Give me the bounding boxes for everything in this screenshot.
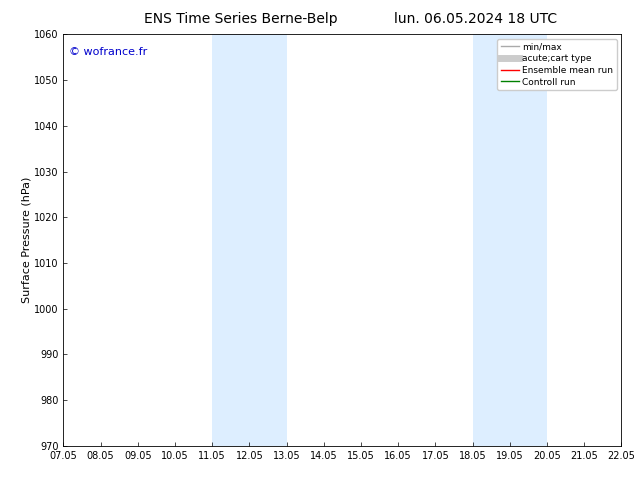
Text: lun. 06.05.2024 18 UTC: lun. 06.05.2024 18 UTC [394,12,557,26]
Y-axis label: Surface Pressure (hPa): Surface Pressure (hPa) [21,177,31,303]
Bar [472,34,547,446]
Bar [212,34,287,446]
Text: © wofrance.fr: © wofrance.fr [69,47,147,57]
Legend: min/max, acute;cart type, Ensemble mean run, Controll run: min/max, acute;cart type, Ensemble mean … [497,39,617,90]
Text: ENS Time Series Berne-Belp: ENS Time Series Berne-Belp [144,12,338,26]
